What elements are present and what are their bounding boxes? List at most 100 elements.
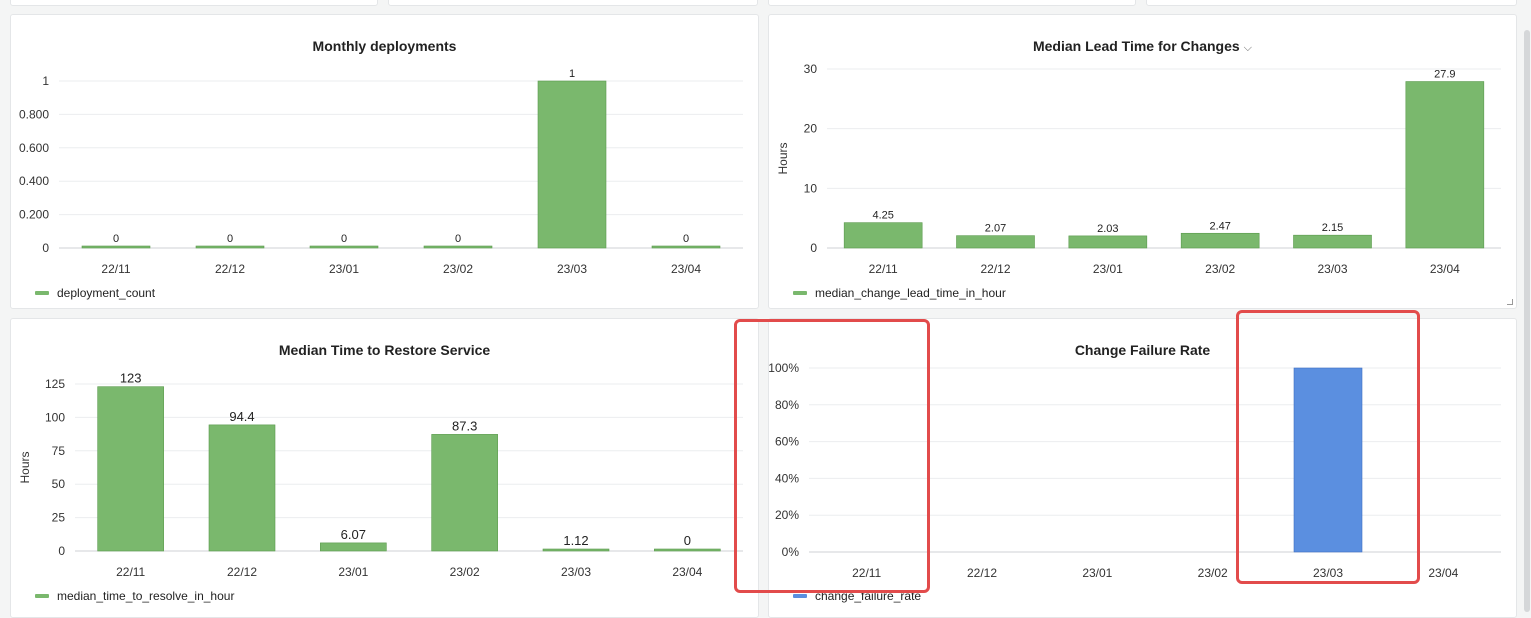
change-failure-rate-panel: Change Failure Rate 0% 20% 40% 60% 80% 100% 22… <box>768 318 1517 618</box>
data-label: 0 <box>113 233 119 245</box>
y-tick-label: 0 <box>58 544 65 558</box>
y-tick-label: 0% <box>782 545 800 559</box>
y-tick-label: 0 <box>42 241 49 255</box>
data-label: 2.15 <box>1322 222 1343 234</box>
data-label: 1 <box>569 68 575 80</box>
x-tick-label: 22/11 <box>101 262 130 276</box>
bar <box>423 245 493 249</box>
bar <box>1405 81 1485 249</box>
data-label: 0 <box>455 233 461 245</box>
data-label: 0 <box>683 233 689 245</box>
legend-label: change_failure_rate <box>815 589 922 603</box>
data-label: 94.4 <box>229 409 254 424</box>
x-tick-label: 23/02 <box>1198 566 1228 580</box>
y-tick-label: 40% <box>775 471 799 485</box>
panel-stub <box>1146 0 1517 6</box>
bar <box>843 222 923 249</box>
panel-title: Change Failure Rate <box>1074 342 1211 358</box>
x-tick-label: 23/03 <box>561 565 591 579</box>
bar <box>1068 235 1148 249</box>
x-tick-label: 23/04 <box>672 565 702 579</box>
legend-label: median_change_lead_time_in_hour <box>815 286 1006 300</box>
data-label: 2.07 <box>985 223 1006 235</box>
bar <box>81 245 151 249</box>
bar <box>208 424 276 552</box>
data-label: 4.25 <box>872 210 893 222</box>
scrollbar-thumb[interactable] <box>1524 30 1530 612</box>
resize-handle[interactable] <box>1507 299 1513 305</box>
chart-legend[interactable]: median_change_lead_time_in_hour <box>793 286 1006 300</box>
y-tick-label: 100 <box>45 410 65 424</box>
bar <box>1293 234 1372 249</box>
data-label: 0 <box>684 533 691 548</box>
x-tick-label: 22/11 <box>852 566 881 580</box>
y-tick-label: 0.600 <box>19 141 49 155</box>
chevron-down-icon[interactable]: ⌵ <box>1243 42 1252 54</box>
bar <box>651 245 721 249</box>
x-tick-label: 23/01 <box>338 565 368 579</box>
bar-chart: 0 0.200 0.400 0.600 0.800 1 0 22/11 0 22/12 0 23/01… <box>19 68 743 276</box>
data-label: 2.03 <box>1097 223 1118 235</box>
bar <box>195 245 265 249</box>
legend-swatch <box>793 594 807 598</box>
bar-chart: 0% 20% 40% 60% 80% 100% 22/11 22/12 23/01 23/02 23… <box>769 361 1501 580</box>
x-tick-label: 23/01 <box>1082 566 1112 580</box>
data-label: 27.9 <box>1434 69 1455 81</box>
y-tick-label: 0.400 <box>19 174 49 188</box>
legend-swatch <box>793 291 807 295</box>
panel-title: Median Time to Restore Service <box>278 342 491 358</box>
x-tick-label: 23/02 <box>1205 262 1235 276</box>
x-tick-label: 23/02 <box>450 565 480 579</box>
data-label: 2.47 <box>1209 220 1230 232</box>
x-tick-label: 23/03 <box>557 262 587 276</box>
x-tick-label: 23/01 <box>1093 262 1123 276</box>
monthly-deployments-panel: Monthly deployments 0 0.200 0.400 0.600 0.80… <box>10 14 759 309</box>
bar-chart: 0 10 20 30 Hours 4.25 22/11 2.07 22/12 2.03 23/01 2… <box>776 62 1501 276</box>
legend-swatch <box>35 291 49 295</box>
data-label: 0 <box>341 233 347 245</box>
panel-stub <box>10 0 378 6</box>
y-tick-label: 50 <box>52 477 66 491</box>
panel-stub <box>388 0 758 6</box>
x-tick-label: 23/02 <box>443 262 473 276</box>
data-label: 0 <box>227 233 233 245</box>
bar <box>1180 232 1260 249</box>
panel-stub <box>768 0 1136 6</box>
data-label: 123 <box>120 371 142 386</box>
median-time-to-restore-panel: Median Time to Restore Service 0 25 50 75 10… <box>10 318 759 618</box>
bar-chart: 0 25 50 75 100 125 Hours 123 22/11 94.4 22/12 6.07 2… <box>18 371 743 579</box>
chart-legend[interactable]: median_time_to_resolve_in_hour <box>35 589 234 603</box>
chart-legend[interactable]: change_failure_rate <box>793 589 921 603</box>
y-tick-label: 10 <box>804 181 818 195</box>
bar <box>431 434 498 552</box>
panel-title[interactable]: Median Lead Time for Changes ⌵ <box>1032 38 1252 54</box>
panel-title: Monthly deployments <box>312 38 457 54</box>
data-label: 6.07 <box>341 527 366 542</box>
bar <box>320 542 387 552</box>
bar <box>97 386 164 552</box>
scrollbar[interactable] <box>1523 30 1531 612</box>
y-tick-label: 0.200 <box>19 208 49 222</box>
y-tick-label: 80% <box>775 398 799 412</box>
x-tick-label: 22/11 <box>116 565 145 579</box>
y-axis-label: Hours <box>18 451 32 483</box>
x-tick-label: 23/03 <box>1313 566 1343 580</box>
bar <box>542 548 610 552</box>
chart-legend[interactable]: deployment_count <box>35 286 155 300</box>
y-tick-label: 30 <box>804 62 818 76</box>
y-tick-label: 60% <box>775 435 799 449</box>
data-label: 87.3 <box>452 418 477 433</box>
y-tick-label: 20% <box>775 508 799 522</box>
x-tick-label: 23/03 <box>1317 262 1347 276</box>
x-tick-label: 23/04 <box>1430 262 1460 276</box>
y-tick-label: 100% <box>769 361 799 375</box>
x-tick-label: 22/12 <box>227 565 257 579</box>
y-tick-label: 125 <box>45 377 65 391</box>
bar <box>654 548 721 552</box>
y-tick-label: 20 <box>804 122 818 136</box>
bar <box>1293 367 1363 553</box>
y-tick-label: 25 <box>52 511 66 525</box>
y-tick-label: 1 <box>42 74 49 88</box>
legend-swatch <box>35 594 49 598</box>
y-axis-label: Hours <box>776 142 790 174</box>
